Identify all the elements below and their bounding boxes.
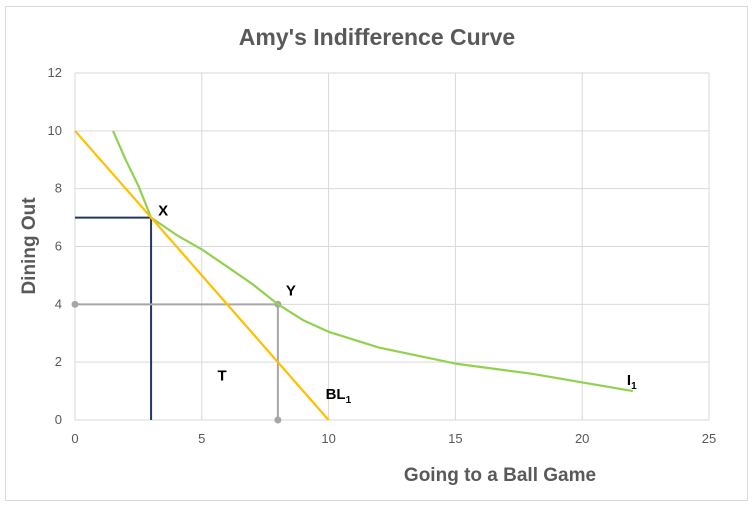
y-tick-label-10: 10	[48, 123, 62, 138]
x-tick-label-5: 5	[198, 431, 205, 446]
guide-marker-y-xaxis	[274, 416, 282, 424]
y-tick-label-0: 0	[55, 412, 62, 427]
y-tick-label-2: 2	[55, 354, 62, 369]
x-axis-title: Going to a Ball Game	[404, 465, 596, 486]
x-tick-label-0: 0	[71, 431, 78, 446]
y-tick-label-4: 4	[55, 296, 62, 311]
series-label-bl1: BL1	[326, 386, 352, 406]
chart-frame	[5, 6, 748, 501]
series-label-i1: I1	[627, 372, 637, 392]
y-tick-label-6: 6	[55, 239, 62, 254]
guide-lines	[71, 216, 282, 424]
y-axis-title: Dining Out	[19, 197, 40, 295]
x-tick-label-15: 15	[448, 431, 462, 446]
series-layer	[74, 130, 634, 421]
y-tick-label-8: 8	[55, 181, 62, 196]
series-line-i1	[111, 130, 634, 393]
x-tick-label-10: 10	[321, 431, 335, 446]
y-tick-label-12: 12	[48, 65, 62, 80]
annotation-x: X	[158, 203, 168, 220]
annotation-y: Y	[286, 282, 296, 299]
annotation-t: T	[217, 368, 226, 385]
x-tick-label-25: 25	[702, 431, 716, 446]
guide-marker-y-yaxis	[71, 300, 79, 308]
series-line-bl1	[74, 130, 330, 421]
grid	[74, 72, 710, 421]
annotations: X Y T I1 BL1	[158, 203, 637, 406]
x-tick-label-20: 20	[575, 431, 589, 446]
tick-labels: 0 2 4 6 8 10 12 0 5 10 15 20 25	[48, 65, 717, 446]
chart-title: Amy's Indifference Curve	[239, 24, 515, 50]
